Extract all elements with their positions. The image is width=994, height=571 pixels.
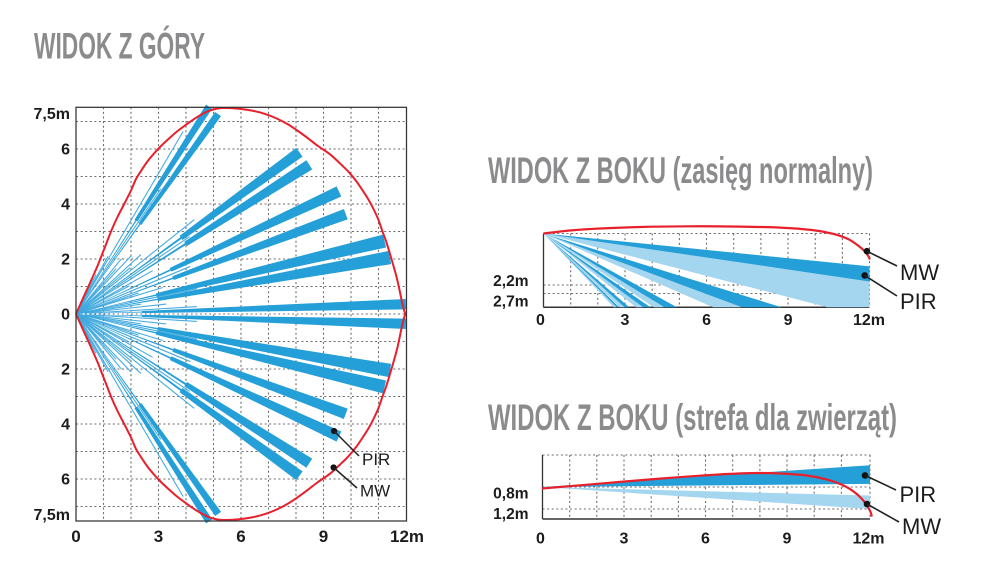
svg-text:4: 4	[61, 417, 70, 434]
svg-text:4: 4	[61, 197, 70, 214]
svg-text:PIR: PIR	[900, 289, 937, 314]
svg-text:7,5m: 7,5m	[34, 507, 70, 524]
svg-text:6: 6	[61, 472, 70, 489]
svg-text:WIDOK Z GÓRY: WIDOK Z GÓRY	[34, 25, 205, 67]
svg-text:MW: MW	[360, 482, 390, 501]
svg-text:12m: 12m	[853, 312, 885, 329]
svg-text:2,2m: 2,2m	[493, 273, 528, 290]
svg-text:WIDOK Z BOKU (strefa dla zwier: WIDOK Z BOKU (strefa dla zwierząt)	[488, 396, 897, 438]
svg-text:0,8m: 0,8m	[493, 486, 528, 503]
svg-text:0: 0	[536, 312, 545, 329]
svg-text:6: 6	[701, 531, 710, 548]
svg-text:2: 2	[61, 252, 70, 269]
svg-text:6: 6	[236, 527, 245, 546]
svg-text:2: 2	[61, 362, 70, 379]
svg-text:3: 3	[620, 531, 629, 548]
svg-text:9: 9	[319, 527, 328, 546]
svg-text:6: 6	[702, 312, 711, 329]
svg-text:6: 6	[61, 142, 70, 159]
svg-text:1,2m: 1,2m	[493, 506, 528, 523]
svg-text:2,7m: 2,7m	[493, 294, 528, 311]
svg-text:12m: 12m	[390, 527, 424, 546]
svg-text:12m: 12m	[852, 531, 884, 548]
svg-text:MW: MW	[900, 260, 939, 285]
svg-text:7,5m: 7,5m	[34, 106, 70, 123]
svg-text:3: 3	[621, 312, 630, 329]
svg-text:PIR: PIR	[900, 482, 937, 507]
svg-text:0: 0	[71, 527, 80, 546]
svg-text:9: 9	[783, 531, 792, 548]
svg-text:9: 9	[784, 312, 793, 329]
svg-text:0: 0	[61, 307, 70, 324]
svg-text:MW: MW	[902, 514, 941, 539]
svg-text:3: 3	[154, 527, 163, 546]
svg-text:PIR: PIR	[362, 450, 390, 469]
svg-text:WIDOK Z BOKU (zasięg normalny): WIDOK Z BOKU (zasięg normalny)	[488, 149, 873, 191]
svg-text:0: 0	[536, 531, 545, 548]
